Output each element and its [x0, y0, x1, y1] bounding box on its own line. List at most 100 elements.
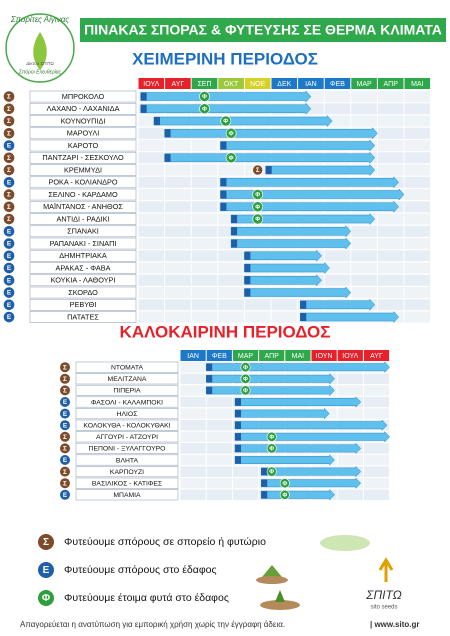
- legend-text: Φυτεύουμε σπόρους σε σπορείο ή φυτώριο: [64, 536, 266, 548]
- legend-text: Φυτεύουμε έτοιμα φυτά στο έδαφος: [64, 592, 229, 604]
- grid-cell: [165, 250, 191, 262]
- row-icon: [3, 250, 15, 262]
- section-title: ΧΕΙΜΕΡΙΝΗ ΠΕΡΙΟΔΟΣ: [132, 49, 318, 68]
- grid-cell: [165, 201, 191, 213]
- grid-cell: [363, 443, 390, 454]
- crop-name: ΑΝΤΙΔΙ - ΡΑΔΙΚΙ: [57, 214, 110, 223]
- name-cell: [75, 419, 179, 431]
- period-bar: [205, 361, 390, 374]
- grid-cell: [404, 287, 431, 299]
- marker-letter: Φ: [243, 377, 248, 383]
- name-cell: [75, 384, 179, 396]
- row-icon-letter: Ε: [63, 422, 68, 429]
- grid-cell: [165, 274, 191, 286]
- row-icon-letter: Ε: [7, 253, 12, 260]
- grid-cell: [363, 396, 390, 408]
- name-cell: [29, 298, 137, 311]
- grid-cell: [138, 140, 165, 152]
- grid-cell: [363, 478, 390, 489]
- marker-letter: Φ: [223, 119, 228, 125]
- grid-cell: [138, 299, 165, 311]
- grid-cell: [377, 140, 404, 152]
- grid-cell: [191, 176, 218, 188]
- row-icon: [3, 176, 15, 188]
- marker: [252, 189, 264, 200]
- grid-cell: [404, 115, 431, 127]
- row-icon: [3, 287, 15, 298]
- grid-cell: [404, 299, 431, 311]
- marker: [252, 213, 264, 225]
- name-cell: [75, 454, 179, 466]
- name-cell: [75, 396, 179, 408]
- period-bar: [300, 310, 400, 324]
- crop-name: ΗΛΙΟΣ: [117, 411, 138, 418]
- crop-name: ΒΛΗΤΑ: [116, 457, 139, 464]
- grid-cell: [180, 478, 206, 489]
- month-label: ΟΚΤ: [224, 81, 239, 88]
- month-header: [206, 350, 232, 361]
- row-icon: [60, 362, 70, 373]
- logo-text: Δίκτυο ΣΠΙΤΩ: [26, 61, 54, 66]
- bar-start: [153, 117, 160, 126]
- period-bar: [260, 488, 335, 501]
- row-icon: [3, 299, 15, 311]
- brand-sub: sito seeds: [370, 605, 397, 611]
- grid-cell: [377, 262, 404, 274]
- row-icon: [60, 385, 70, 396]
- bar-start: [220, 190, 227, 199]
- grid-cell: [138, 176, 165, 188]
- crop-name: ΡΟΚΑ - ΚΟΛΙΑΝΔΡΟ: [49, 178, 118, 187]
- row-icon-letter: Ε: [7, 265, 12, 272]
- row-icon-letter: Ε: [7, 143, 12, 150]
- bar-start: [244, 251, 251, 260]
- illustration: [262, 565, 282, 577]
- grid-cell: [206, 396, 232, 408]
- marker-letter: Φ: [202, 95, 207, 101]
- bar-start: [235, 398, 242, 406]
- grid-cell: [232, 478, 259, 489]
- grid-cell: [232, 466, 259, 477]
- bar-start: [140, 104, 147, 113]
- bar-start: [231, 227, 238, 236]
- row-icon: [60, 466, 70, 477]
- bar-start: [261, 467, 268, 476]
- period-bar: [164, 127, 378, 140]
- period-bar: [260, 465, 362, 478]
- month-header: [311, 350, 337, 361]
- name-cell: [75, 477, 179, 489]
- month-header: [351, 78, 377, 89]
- title: ΠΙΝΑΚΑΣ ΣΠΟΡΑΣ & ΦΥΤΕΥΣΗΣ ΣΕ ΘΕΡΜΑ ΚΛΙΜΑ…: [84, 22, 442, 38]
- period-bar: [153, 114, 333, 128]
- grid-cell: [165, 176, 191, 188]
- grid-cell: [191, 311, 218, 323]
- row-icon: [3, 103, 15, 115]
- grid-cell: [165, 213, 191, 225]
- month-header: [404, 78, 431, 89]
- row-icon-letter: Ε: [7, 241, 12, 248]
- row-icon-letter: Σ: [7, 130, 11, 137]
- grid-cell: [404, 189, 431, 201]
- grid-cell: [404, 103, 431, 115]
- grid-cell: [377, 152, 404, 164]
- grid-cell: [377, 213, 404, 225]
- bar-start: [244, 288, 251, 297]
- bar-start: [220, 178, 227, 187]
- grid-cell: [191, 225, 218, 237]
- grid-cell: [138, 250, 165, 262]
- period-bar: [265, 163, 376, 177]
- grid-cell: [377, 91, 404, 103]
- marker: [266, 443, 277, 454]
- grid-cell: [404, 164, 431, 176]
- bar-start: [300, 300, 307, 309]
- bar-start: [220, 141, 227, 150]
- bar-start: [164, 153, 171, 162]
- row-icon-letter: Ε: [7, 179, 12, 186]
- grid-cell: [165, 262, 191, 274]
- marker: [240, 362, 251, 373]
- grid-cell: [138, 274, 165, 286]
- grid-cell: [180, 454, 206, 466]
- grid-cell: [351, 274, 377, 286]
- period-bar: [220, 139, 376, 152]
- period-bar: [220, 176, 400, 189]
- month-header: [271, 78, 298, 89]
